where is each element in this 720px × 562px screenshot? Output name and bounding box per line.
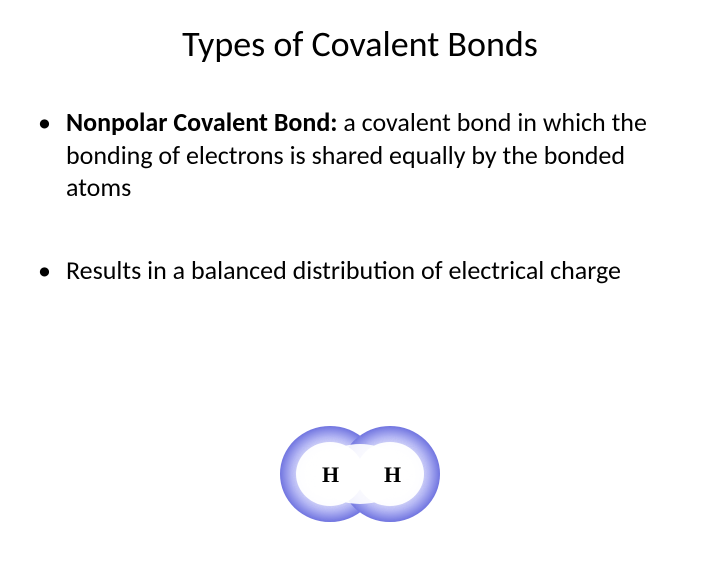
list-item: Results in a balanced distribution of el… [38,254,680,287]
bullet-list: Nonpolar Covalent Bond: a covalent bond … [0,106,720,286]
molecule-diagram: H H [270,422,450,526]
bullet-bold-prefix: Nonpolar Covalent Bond: [66,106,337,138]
atom-label-right: H [384,462,401,488]
page-title: Types of Covalent Bonds [0,22,720,66]
atom-label-left: H [322,462,339,488]
list-item: Nonpolar Covalent Bond: a covalent bond … [38,106,680,204]
bullet-text: Results in a balanced distribution of el… [66,254,621,286]
electron-cloud-icon [270,422,450,526]
